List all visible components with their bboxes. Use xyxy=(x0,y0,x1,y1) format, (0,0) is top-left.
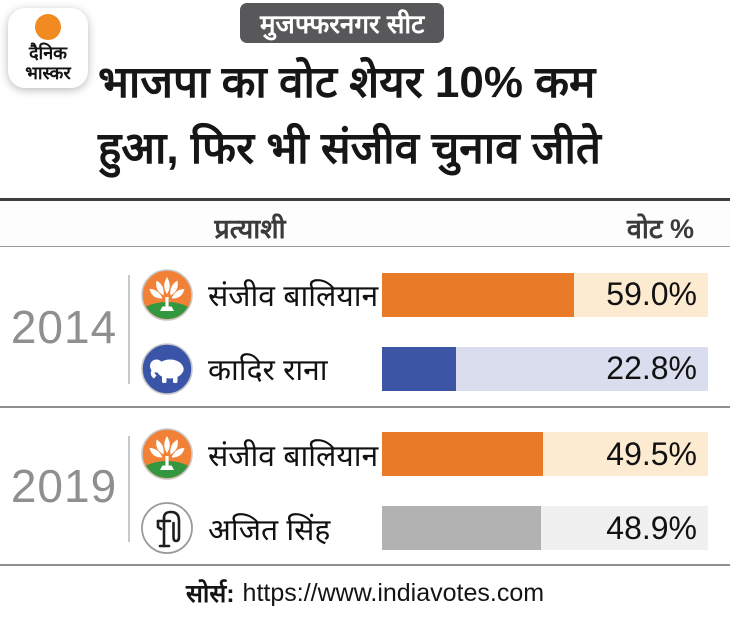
seat-badge-label: मुजफ्फरनगर सीट xyxy=(260,9,425,39)
logo-text-line1: दैनिक xyxy=(28,42,68,63)
entries-2019: संजीव बालियान 49.5% अज xyxy=(130,408,730,564)
source-label: सोर्स: xyxy=(185,580,235,608)
sun-dot-icon xyxy=(35,13,61,40)
vote-bar: 49.5% xyxy=(382,432,708,476)
bar-fill xyxy=(382,346,457,391)
vote-bar: 48.9% xyxy=(382,506,708,550)
bsp-elephant-icon xyxy=(141,342,193,395)
column-header-candidate: प्रत्याशी xyxy=(214,214,286,244)
section-2014: 2014 संजीव xyxy=(0,247,730,408)
bar-fill xyxy=(382,506,542,550)
vote-percent-label: 49.5% xyxy=(606,435,697,472)
table-row: संजीव बालियान 59.0% xyxy=(130,264,730,326)
table-header: प्रत्याशी वोट % xyxy=(0,198,730,247)
candidate-name: कादिर राना xyxy=(208,354,328,387)
bjp-lotus-icon xyxy=(141,428,193,480)
entries-2014: संजीव बालियान 59.0% xyxy=(130,247,730,406)
title-line-2: हुआ, फिर भी संजीव चुनाव जीते xyxy=(98,124,601,173)
vertical-divider xyxy=(128,275,130,384)
vote-percent-label: 22.8% xyxy=(606,350,697,386)
candidate-name: संजीव बालियान xyxy=(208,280,379,313)
title-line-1: भाजपा का वोट शेयर 10% कम xyxy=(98,58,596,107)
bar-fill xyxy=(382,272,575,317)
bar-fill xyxy=(382,432,544,476)
bjp-lotus-icon xyxy=(141,268,193,321)
dainik-bhaskar-logo: दैनिक भास्कर xyxy=(8,8,88,88)
candidate-name: अजित सिंह xyxy=(208,513,331,547)
vertical-divider xyxy=(128,436,130,542)
source-url: https://www.indiavotes.com xyxy=(242,578,545,607)
vote-bar: 22.8% xyxy=(382,346,708,391)
rld-handpump-icon xyxy=(141,502,193,554)
table-row: अजित सिंह 48.9% xyxy=(130,497,730,559)
candidate-name: संजीव बालियान xyxy=(208,439,379,473)
vote-percent-label: 59.0% xyxy=(606,276,697,312)
vote-percent-label: 48.9% xyxy=(606,509,697,546)
logo-text-line2: भास्कर xyxy=(25,62,71,83)
year-label-2014: 2014 xyxy=(10,300,118,353)
table-row: संजीव बालियान 49.5% xyxy=(130,423,730,485)
seat-badge: मुजफ्फरनगर सीट xyxy=(240,3,445,43)
section-2019: 2019 संजीव xyxy=(0,408,730,566)
column-header-vote-percent: वोट % xyxy=(626,214,694,244)
table-row: कादिर राना 22.8% xyxy=(130,338,730,400)
page-title: भाजपा का वोट शेयर 10% कम हुआ, फिर भी संज… xyxy=(98,50,723,182)
vote-bar: 59.0% xyxy=(382,272,708,317)
source-footer: सोर्स: https://www.indiavotes.com xyxy=(0,566,730,620)
year-label-2019: 2019 xyxy=(10,460,118,512)
